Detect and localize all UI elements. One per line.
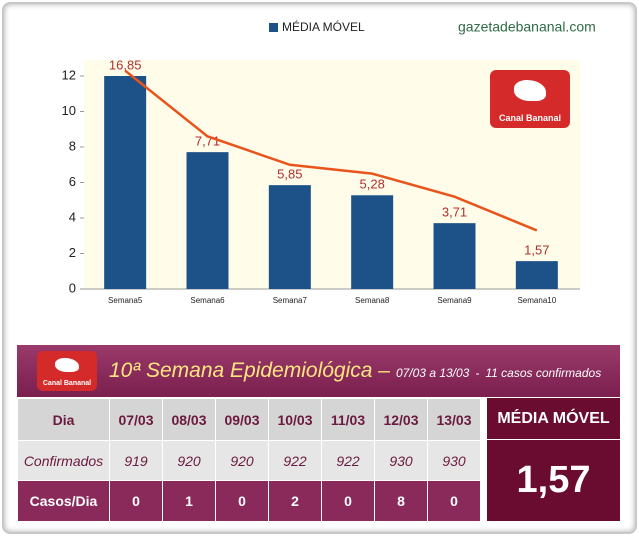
- cell: 10/03: [268, 398, 322, 441]
- data-label: 5,85: [277, 167, 302, 182]
- cell: 0: [321, 480, 375, 522]
- table-row: Dia 07/03 08/03 09/03 10/03 11/03 12/03 13/03: [17, 398, 481, 441]
- bar: [433, 223, 476, 289]
- row-label: Confirmados: [17, 440, 110, 481]
- logo: Canal Bananal: [490, 70, 570, 128]
- cell: 1: [162, 480, 216, 522]
- x-tick-label: Semana9: [437, 296, 472, 305]
- cell: 920: [162, 440, 216, 481]
- row-label: Casos/Dia: [17, 480, 110, 522]
- cell: 09/03: [215, 398, 269, 441]
- cell: 07/03: [109, 398, 163, 441]
- cell: 12/03: [374, 398, 428, 441]
- cell: 11/03: [321, 398, 375, 441]
- cell: 930: [374, 440, 428, 481]
- y-tick-label: 8: [69, 138, 76, 153]
- cases: 11 casos confirmados: [485, 366, 602, 380]
- cell: 922: [321, 440, 375, 481]
- y-tick-label: 6: [69, 174, 76, 189]
- cell: 0: [109, 480, 163, 522]
- y-tick-label: 12: [62, 67, 76, 82]
- table-title-line: 10ª Semana Epidemiológica – 07/03 a 13/03…: [109, 359, 601, 383]
- table: Dia 07/03 08/03 09/03 10/03 11/03 12/03 13/03 Co…: [17, 398, 481, 522]
- cell: 919: [109, 440, 163, 481]
- cell: 922: [268, 440, 322, 481]
- trend-line: [124, 69, 538, 232]
- bar: [268, 185, 311, 289]
- y-tick-label: 10: [62, 103, 76, 118]
- x-tick-label: Semana7: [273, 296, 308, 305]
- bars: [104, 76, 558, 289]
- table-row: Confirmados 919 920 920 922 922 930 930: [17, 440, 481, 481]
- x-tick-label: Semana8: [355, 296, 390, 305]
- cell: 0: [215, 480, 269, 522]
- bar: [351, 195, 394, 289]
- table-row: Casos/Dia 0 1 0 2 0 8 0: [17, 480, 481, 522]
- y-tick-label: 0: [69, 280, 76, 295]
- data-label: 1,57: [524, 243, 549, 258]
- period: 07/03 a 13/03: [395, 366, 470, 380]
- site-name: gazetadebananal.com: [458, 19, 596, 35]
- x-tick-label: Semana10: [517, 296, 556, 305]
- legend-swatch: [269, 23, 278, 32]
- bar: [104, 76, 147, 289]
- chart: gazetadebananal.com 0 2 4 6 8 10 12 MÉDIA MÓVEL…: [62, 19, 596, 305]
- table-panel: Canal Bananal 10ª Semana Epidemiológica …: [17, 345, 620, 522]
- cell: 0: [427, 480, 481, 522]
- separator: -: [475, 366, 480, 380]
- table-header: Canal Bananal 10ª Semana Epidemiológica …: [17, 345, 620, 397]
- x-tick-label: Semana5: [108, 296, 143, 305]
- y-tick-label: 4: [69, 209, 76, 224]
- cell: 930: [427, 440, 481, 481]
- x-tick-label: Semana6: [190, 296, 225, 305]
- bar: [186, 152, 229, 289]
- cell: 13/03: [427, 398, 481, 441]
- cell: 2: [268, 480, 322, 522]
- cell: 920: [215, 440, 269, 481]
- bar: [515, 261, 558, 289]
- logo-small: Canal Bananal: [37, 351, 97, 391]
- cell: 8: [374, 480, 428, 522]
- summary-value: 1,57: [487, 440, 620, 521]
- row-label: Dia: [17, 398, 110, 441]
- logo-text: Canal Bananal: [42, 380, 92, 387]
- cell: 08/03: [162, 398, 216, 441]
- data-label: 5,28: [360, 177, 385, 192]
- legend-label: MÉDIA MÓVEL: [282, 19, 365, 34]
- data-label: 16,85: [109, 57, 142, 72]
- logo-text: Canal Bananal: [498, 113, 562, 123]
- summary-label: MÉDIA MÓVEL: [487, 398, 620, 439]
- data-label: 3,71: [442, 205, 467, 220]
- y-tick-label: 2: [69, 245, 76, 260]
- table-title: 10ª Semana Epidemiológica –: [109, 359, 390, 382]
